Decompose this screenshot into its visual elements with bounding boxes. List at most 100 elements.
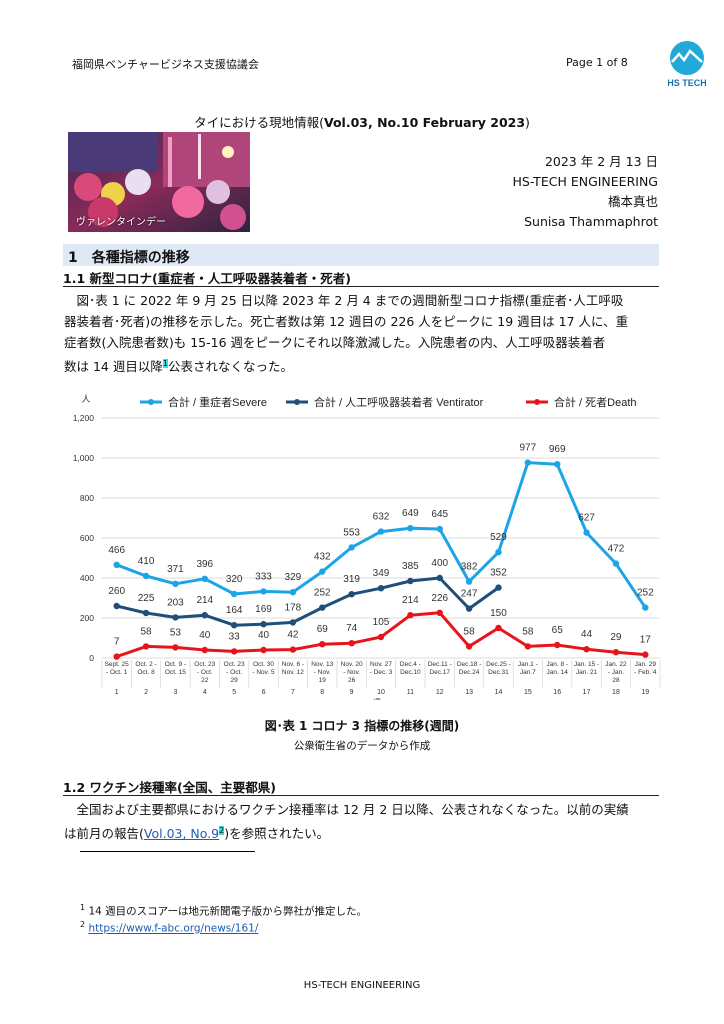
valentine-photo: ヴァレンタインデー: [68, 132, 250, 232]
data-label: 65: [552, 625, 564, 636]
data-point: [407, 612, 414, 619]
week-number: 18: [612, 689, 620, 696]
week-number: 13: [465, 689, 473, 696]
footnote-ref-1[interactable]: 1: [162, 359, 168, 368]
data-label: 17: [640, 635, 652, 646]
data-label: 529: [490, 532, 507, 543]
data-label: 333: [255, 571, 272, 582]
data-point: [495, 584, 502, 591]
title-volume: Vol.03, No.10 February 2023: [323, 115, 526, 130]
data-point: [465, 643, 473, 650]
data-label: 58: [140, 626, 152, 637]
y-axis-label: 人: [81, 394, 90, 404]
data-point: [436, 525, 443, 533]
previous-report-link[interactable]: Vol.03, No.9: [143, 826, 220, 842]
week-number: 8: [320, 689, 324, 696]
data-label: 472: [608, 544, 625, 555]
data-label: 396: [196, 559, 213, 570]
x-tick-label: Jan. 29: [635, 661, 657, 668]
legend-marker: [534, 399, 540, 405]
data-point: [172, 644, 179, 651]
data-point: [612, 649, 620, 656]
data-label: 69: [317, 624, 329, 635]
data-label: 40: [199, 630, 211, 641]
section-1-1-title: 1.1 新型コロナ(重症者・人工呼吸器装着者・死者): [63, 271, 351, 286]
data-point: [436, 574, 443, 582]
data-label: 645: [431, 509, 448, 520]
x-tick-label: - Oct.: [226, 669, 242, 676]
data-label: 352: [490, 568, 507, 579]
data-point: [495, 624, 502, 632]
x-tick-label: Dec.17: [429, 669, 450, 676]
data-point: [289, 589, 297, 596]
footnote-ref-2[interactable]: 2: [219, 826, 225, 835]
x-tick-label: - Nov.: [343, 669, 360, 676]
para-text: 数は 14 週目以降: [64, 359, 163, 375]
y-tick-label: 600: [80, 533, 94, 543]
data-label: 169: [255, 604, 272, 615]
data-label: 214: [402, 595, 419, 606]
data-point: [407, 525, 414, 532]
data-label: 226: [431, 593, 448, 604]
legend-label: 合計 / 人工呼吸器装着者 Ventirator: [314, 395, 484, 409]
data-label: 42: [287, 630, 299, 641]
data-label: 627: [578, 513, 595, 524]
week-number: 17: [583, 689, 591, 696]
data-point: [142, 643, 150, 650]
data-label: 203: [167, 597, 184, 608]
para-text: )を参照されたい。: [224, 826, 330, 842]
x-tick-label: 28: [612, 677, 620, 684]
data-point: [113, 602, 120, 610]
x-tick-label: 29: [231, 677, 239, 684]
data-point: [230, 622, 238, 629]
footnote-link[interactable]: https://www.f-abc.org/news/161/: [88, 922, 259, 935]
data-point: [142, 572, 150, 580]
data-point: [612, 560, 620, 567]
data-point: [407, 577, 414, 585]
week-number: 15: [524, 689, 532, 696]
data-label: 164: [226, 605, 243, 616]
x-tick-label: - Jan.: [608, 669, 624, 676]
data-point: [319, 568, 326, 575]
x-tick-label: 26: [348, 677, 356, 684]
photo-caption: ヴァレンタインデー: [76, 217, 166, 228]
data-label: 74: [346, 623, 358, 634]
data-point: [554, 461, 561, 468]
x-tick-label: Nov. 27: [370, 661, 392, 668]
data-point: [201, 646, 208, 654]
data-point: [348, 591, 355, 598]
hs-tech-logo: HS TECH: [667, 40, 707, 92]
week-number: 9: [350, 689, 354, 696]
data-point: [377, 633, 385, 641]
page-footer: HS-TECH ENGINEERING: [303, 980, 421, 991]
data-point: [201, 575, 208, 582]
data-point: [201, 612, 208, 619]
data-point: [230, 648, 238, 655]
data-point: [554, 641, 561, 649]
x-tick-label: Dec.18 -: [457, 661, 482, 668]
series-line: [116, 576, 500, 627]
footnote-number: 1: [80, 903, 86, 912]
para-line: 全国および主要都県におけるワクチン接種率は 12 月 2 日以降、公表されなくな…: [64, 802, 629, 817]
x-tick-label: Oct. 9 -: [165, 661, 186, 668]
x-tick-label: Jan. 14: [547, 669, 569, 676]
data-point: [642, 604, 649, 611]
data-label: 632: [373, 512, 390, 523]
data-point: [524, 643, 532, 650]
y-tick-label: 0: [89, 653, 94, 663]
data-label: 105: [373, 617, 390, 628]
header-page-number: Page 1 of 8: [566, 56, 628, 69]
legend-label: 合計 / 死者Death: [554, 395, 637, 409]
x-tick-label: Oct. 2 -: [135, 661, 156, 668]
data-label: 247: [461, 589, 478, 600]
data-point: [289, 646, 297, 653]
x-tick-label: Dec.24: [459, 669, 480, 676]
week-number: 16: [553, 689, 561, 696]
title-prefix: タイにおける現地情報(: [194, 115, 324, 130]
data-label: 432: [314, 552, 331, 563]
para-line: 図･表 1 に 2022 年 9 月 25 日以降 2023 年 2 月 4 ま…: [64, 293, 624, 308]
x-tick-label: - Nov.: [314, 669, 331, 676]
footnote-text: 14 週目のスコアーは地元新聞電子版から弊社が推定した。: [88, 905, 368, 918]
legend-marker: [148, 399, 154, 405]
week-number: 19: [641, 689, 649, 696]
